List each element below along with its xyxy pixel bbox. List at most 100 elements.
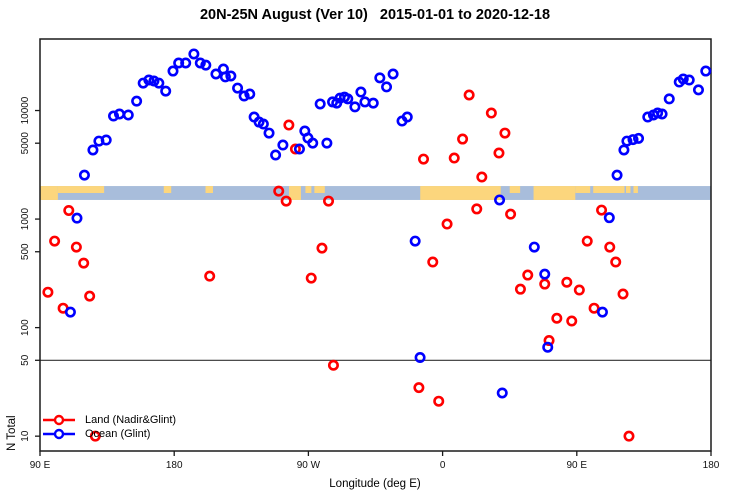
data-point-land xyxy=(573,284,585,296)
coast-band-land-segment xyxy=(575,186,591,194)
data-point-ocean xyxy=(367,97,379,109)
data-point-ocean xyxy=(349,101,361,113)
data-point-land xyxy=(543,335,555,347)
data-point-land xyxy=(604,241,616,253)
data-point-land xyxy=(463,89,475,101)
x-tick-label: 0 xyxy=(440,460,446,471)
data-point-ocean xyxy=(355,86,367,98)
data-point-land xyxy=(566,315,578,327)
data-point-land xyxy=(476,171,488,183)
data-point-ocean xyxy=(71,212,83,224)
data-point-ocean xyxy=(210,68,222,80)
x-tick-label: 180 xyxy=(703,460,720,471)
data-point-ocean xyxy=(277,139,289,151)
data-point-land xyxy=(539,278,551,290)
chart-title: 20N-25N August (Ver 10) 2015-01-01 to 20… xyxy=(199,7,551,23)
legend-ocean-line-circle-icon xyxy=(43,428,75,440)
data-point-ocean xyxy=(307,137,319,149)
coast-band-land-segment xyxy=(289,186,301,200)
coast-band-land-segment xyxy=(593,186,625,194)
data-point-ocean xyxy=(603,212,615,224)
x-tick-label: 90 E xyxy=(567,460,588,471)
x-tick-label: 180 xyxy=(166,460,183,471)
data-point-land xyxy=(514,283,526,295)
data-point-ocean xyxy=(87,144,99,156)
data-point-ocean xyxy=(642,111,654,123)
legend-label-ocean: Ocean (Glint) xyxy=(85,428,151,440)
data-point-land xyxy=(305,272,317,284)
data-point-land xyxy=(70,241,82,253)
data-point-ocean xyxy=(494,194,506,206)
data-point-land xyxy=(581,235,593,247)
data-point-ocean xyxy=(244,88,256,100)
data-point-ocean xyxy=(200,59,212,71)
data-point-land xyxy=(78,257,90,269)
y-tick-label: 50 xyxy=(20,354,31,366)
data-point-land xyxy=(561,276,573,288)
data-point-land xyxy=(617,288,629,300)
data-point-land xyxy=(588,302,600,314)
data-point-ocean xyxy=(173,57,185,69)
data-point-land xyxy=(522,269,534,281)
data-point-ocean xyxy=(652,107,664,119)
data-point-ocean xyxy=(108,110,120,122)
coast-band-land-segment xyxy=(626,186,631,194)
data-point-ocean xyxy=(263,127,275,139)
data-point-ocean xyxy=(219,71,231,83)
data-point-ocean xyxy=(414,352,426,364)
data-point-ocean xyxy=(321,137,333,149)
data-point-ocean xyxy=(401,111,413,123)
data-point-land xyxy=(280,195,292,207)
data-point-ocean xyxy=(692,84,704,96)
data-point-ocean xyxy=(409,235,421,247)
data-point-ocean xyxy=(64,306,76,318)
legend-land-line-circle-icon xyxy=(43,414,75,426)
data-point-ocean xyxy=(113,108,125,120)
data-point-ocean xyxy=(496,387,508,399)
data-point-ocean xyxy=(677,73,689,85)
data-point-ocean xyxy=(122,109,134,121)
coast-band-land-segment xyxy=(314,186,325,194)
data-point-ocean xyxy=(153,77,165,89)
data-point-ocean xyxy=(78,169,90,181)
data-point-land xyxy=(433,395,445,407)
data-point-land xyxy=(427,256,439,268)
x-axis-label: Longitude (deg E) xyxy=(329,478,421,490)
data-point-ocean xyxy=(194,57,206,69)
data-point-ocean xyxy=(663,93,675,105)
coast-band-land-segment xyxy=(533,186,576,200)
data-point-land xyxy=(418,153,430,165)
y-tick-label: 5000 xyxy=(20,132,31,155)
data-point-ocean xyxy=(683,74,695,86)
data-point-ocean xyxy=(611,169,623,181)
coast-band-land-segment xyxy=(40,186,58,200)
data-point-land xyxy=(89,430,101,442)
data-point-ocean xyxy=(160,85,172,97)
data-point-land xyxy=(49,235,61,247)
legend-item-ocean: Ocean (Glint) xyxy=(42,427,176,441)
data-point-ocean xyxy=(618,144,630,156)
data-point-ocean xyxy=(387,68,399,80)
x-tick-label: 90 E xyxy=(30,460,51,471)
data-point-ocean xyxy=(270,149,282,161)
data-point-ocean xyxy=(359,96,371,108)
data-point-land xyxy=(551,312,563,324)
data-point-ocean xyxy=(225,70,237,82)
data-point-ocean xyxy=(542,341,554,353)
coast-band-land-segment xyxy=(633,186,638,194)
y-tick-label: 1000 xyxy=(20,208,31,231)
data-point-ocean xyxy=(188,48,200,60)
data-point-ocean xyxy=(238,90,250,102)
data-point-land xyxy=(448,152,460,164)
coast-band-land-segment xyxy=(420,186,501,200)
data-point-ocean xyxy=(381,81,393,93)
data-point-land xyxy=(610,256,622,268)
data-point-land xyxy=(316,242,328,254)
data-point-land xyxy=(283,119,295,131)
y-tick-label: 100 xyxy=(20,319,31,336)
x-tick-label: 90 W xyxy=(297,460,321,471)
data-point-land xyxy=(493,147,505,159)
coast-band-land-segment xyxy=(163,186,172,194)
coast-band-land-segment xyxy=(509,186,521,194)
